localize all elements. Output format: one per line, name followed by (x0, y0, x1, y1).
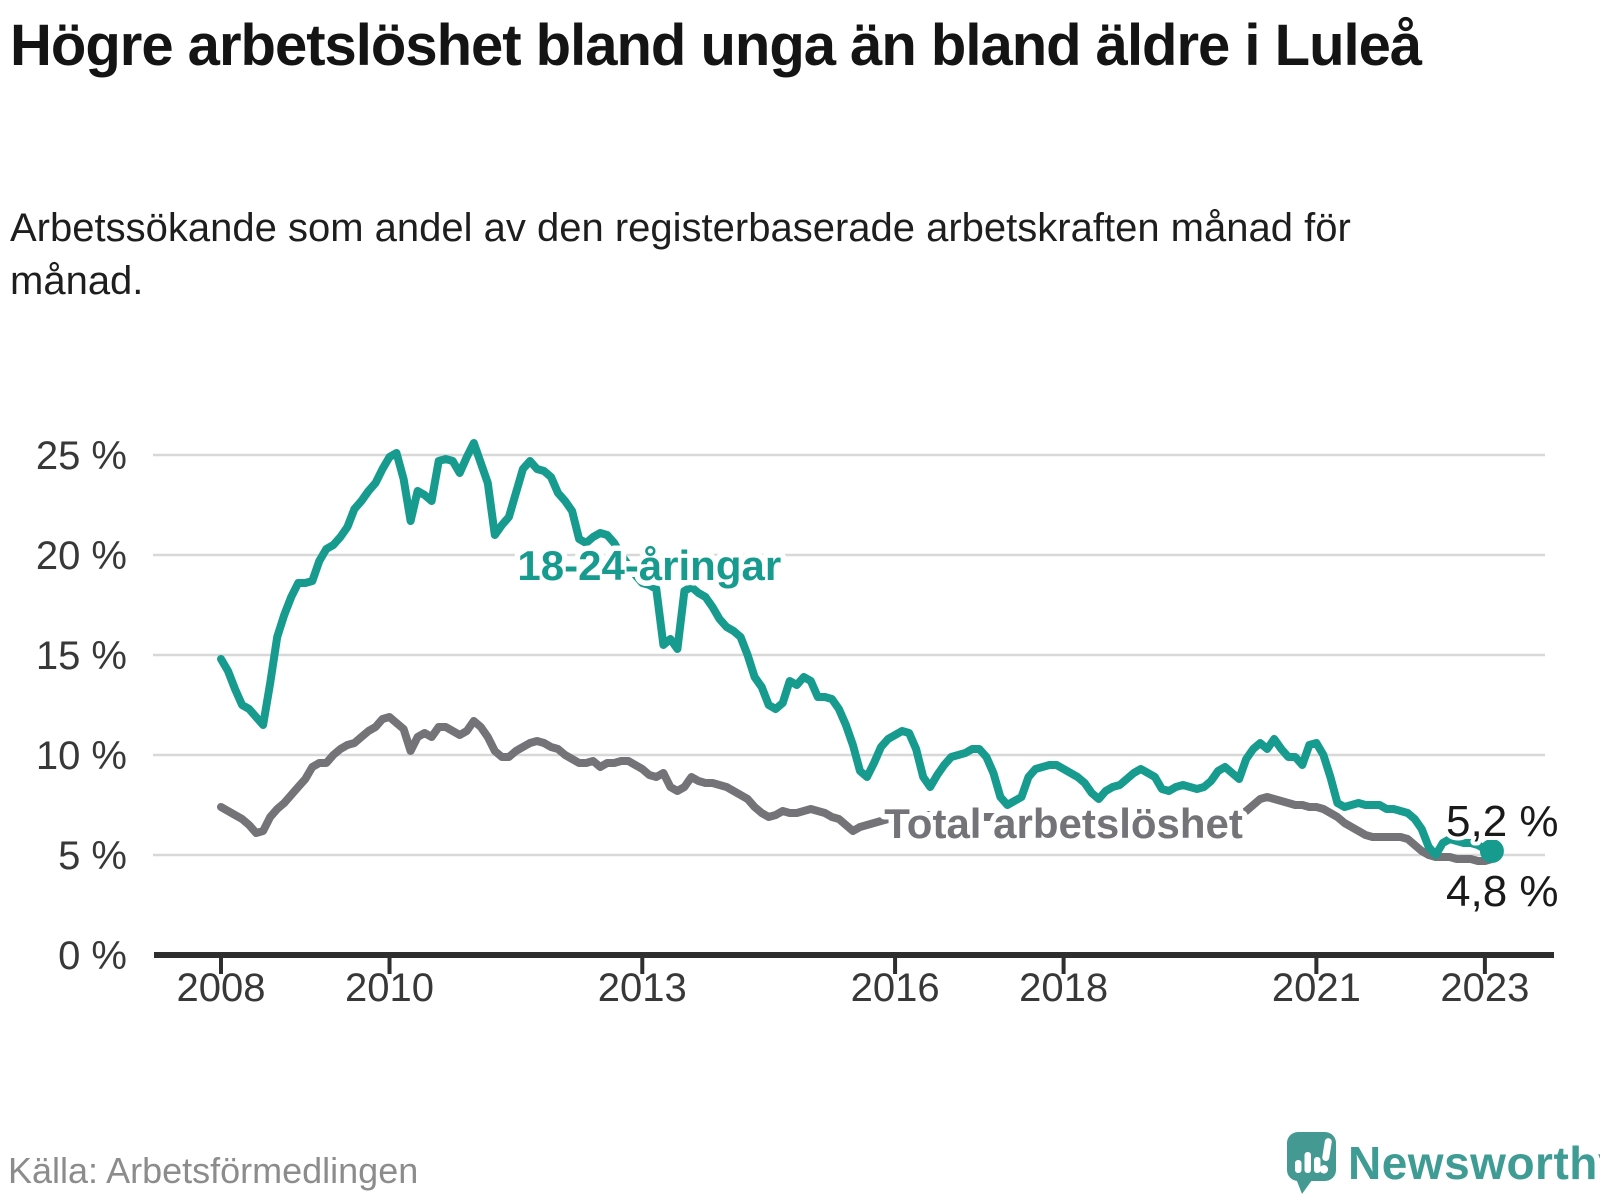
x-axis-label-2021: 2021 (1272, 966, 1361, 1010)
end-value-label-total: 4,8 % (1446, 867, 1559, 916)
chart-svg: 0 % 5 % 10 % 15 % 20 % 25 % 2008 2010 2013 2016 20… (36, 434, 1563, 1010)
line-chart: 0 % 5 % 10 % 15 % 20 % 25 % 2008 2010 2013 2016 20… (0, 380, 1600, 1040)
y-axis-label-25: 25 % (36, 434, 127, 478)
x-axis-label-2010: 2010 (345, 966, 434, 1010)
series-label-youth: 18-24-åringar (517, 542, 781, 589)
series-line-total (217, 713, 1496, 865)
newsworthy-logo-icon (1287, 1132, 1336, 1194)
x-axis-label-2016: 2016 (851, 966, 940, 1010)
series-line-youth (217, 439, 1496, 859)
y-axis-label-15: 15 % (36, 634, 127, 678)
y-axis-label-5: 5 % (58, 834, 127, 878)
source-note: Källa: Arbetsförmedlingen (8, 1150, 419, 1191)
y-axis-label-20: 20 % (36, 534, 127, 578)
x-axis-label-2008: 2008 (177, 966, 266, 1010)
exclamation-icon (1319, 1138, 1332, 1174)
brand-wordmark: Newsworthy (1348, 1137, 1600, 1189)
y-axis-label-0: 0 % (58, 934, 127, 978)
x-axis-label-2023: 2023 (1440, 966, 1529, 1010)
x-axis-label-2018: 2018 (1019, 966, 1108, 1010)
end-point-marker (1479, 839, 1504, 863)
end-value-label-youth: 5,2 % (1446, 797, 1559, 846)
bar-chart-icon (1295, 1152, 1321, 1173)
y-axis-label-10: 10 % (36, 734, 127, 778)
x-axis-label-2013: 2013 (598, 966, 687, 1010)
page-title: Högre arbetslöshet bland unga än bland ä… (10, 13, 1422, 78)
series-label-total: Total arbetslöshet (884, 800, 1243, 847)
chart-subtitle: Arbetssökande som andel av den registerb… (10, 206, 1351, 303)
